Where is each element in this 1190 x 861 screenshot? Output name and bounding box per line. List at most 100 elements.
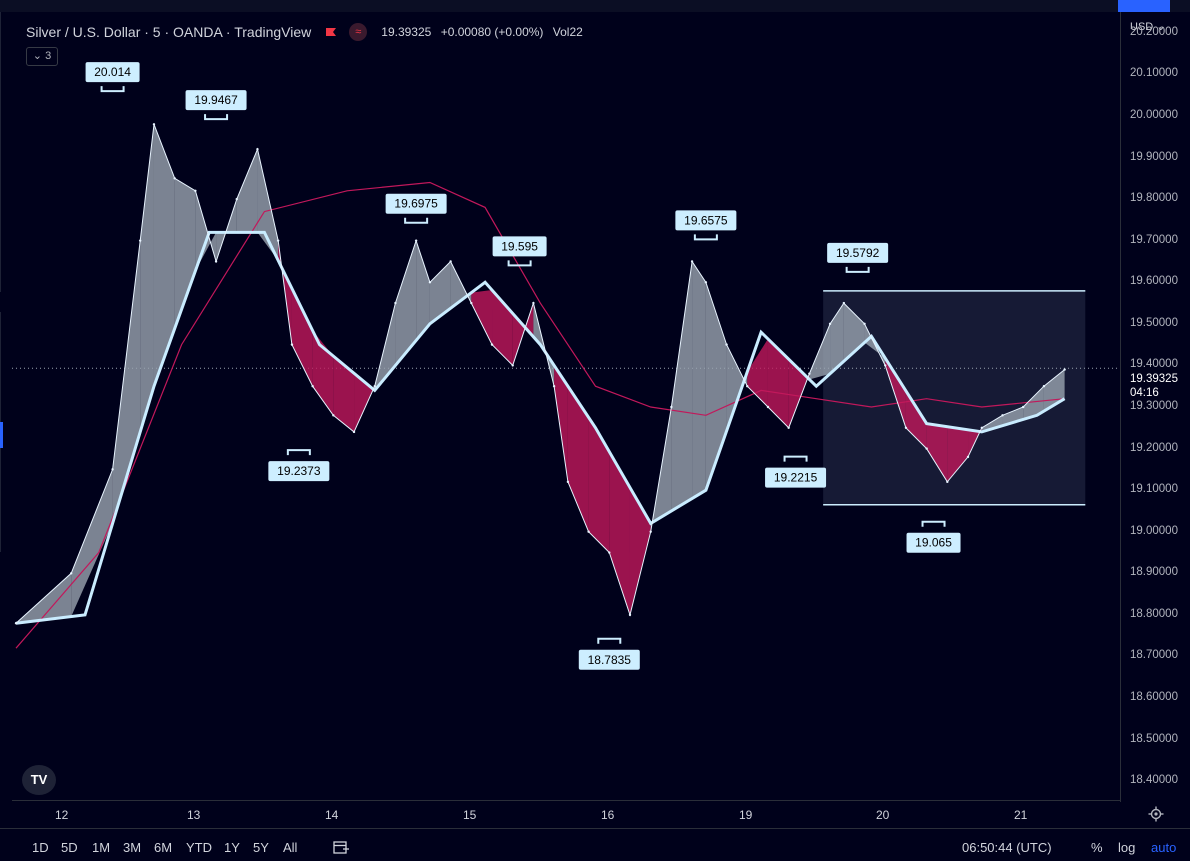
ribbon-segment bbox=[567, 386, 589, 532]
currency-selector[interactable]: USD ⌄ bbox=[1130, 21, 1166, 33]
top-toolbar-strip bbox=[0, 0, 1190, 12]
price-point bbox=[884, 364, 887, 367]
time-axis[interactable] bbox=[12, 800, 1120, 829]
price-point bbox=[111, 468, 114, 471]
pivot-label-box bbox=[578, 649, 640, 670]
pivot-label-box bbox=[906, 532, 961, 553]
slow-moving-average-line bbox=[15, 181, 1065, 649]
ribbon-segment bbox=[554, 365, 568, 482]
timeframe-button[interactable]: 5Y bbox=[253, 840, 269, 855]
timeframe-button[interactable]: 1D bbox=[32, 840, 49, 855]
utc-clock[interactable]: 06:50:44 (UTC) bbox=[962, 840, 1052, 855]
ribbon-segment bbox=[609, 451, 630, 615]
timeframe-button[interactable]: 6M bbox=[154, 840, 173, 855]
percent-toggle[interactable]: % bbox=[1091, 840, 1103, 855]
price-axis-label: 19.50000 bbox=[1130, 316, 1178, 329]
tradingview-logo-icon[interactable]: TV bbox=[22, 765, 56, 795]
price-axis-label: 19.40000 bbox=[1130, 358, 1178, 371]
timeframe-button[interactable]: 1M bbox=[92, 840, 111, 855]
log-toggle[interactable]: log bbox=[1118, 840, 1136, 855]
ribbon-segment bbox=[629, 487, 651, 615]
ribbon-segment bbox=[71, 469, 113, 617]
price-axis-label: 19.10000 bbox=[1130, 483, 1178, 496]
price-point bbox=[152, 123, 156, 126]
symbol-title[interactable]: Silver / U.S. Dollar · 5 · OANDA · Tradi… bbox=[26, 24, 312, 40]
pivot-label-box bbox=[827, 242, 889, 263]
ribbon-segment bbox=[291, 288, 313, 387]
ribbon-segment bbox=[671, 261, 693, 511]
price-axis-label: 18.90000 bbox=[1130, 566, 1178, 579]
wave-indicator-icon[interactable]: ≈ bbox=[349, 23, 368, 41]
price-point bbox=[332, 414, 335, 417]
pivot-bracket bbox=[921, 520, 946, 527]
timeframe-button[interactable]: 3M bbox=[123, 840, 142, 855]
price-point bbox=[1042, 385, 1046, 388]
pivot-label-box bbox=[185, 90, 247, 111]
ribbon-segment bbox=[153, 124, 175, 387]
price-point bbox=[470, 301, 473, 305]
price-point bbox=[863, 322, 866, 326]
timeframe-button[interactable]: 1Y bbox=[224, 840, 240, 855]
ribbon-segment bbox=[312, 330, 334, 416]
ribbon-segment bbox=[195, 190, 217, 271]
price-axis-label: 18.80000 bbox=[1130, 607, 1178, 620]
price-axis-label: 18.50000 bbox=[1130, 732, 1178, 745]
price-point bbox=[373, 385, 376, 388]
price-point bbox=[628, 613, 632, 617]
price-point bbox=[352, 430, 356, 434]
pivot-label-box bbox=[268, 461, 330, 482]
pivot-bracket bbox=[286, 449, 311, 456]
price-point bbox=[566, 480, 570, 484]
price-point bbox=[194, 189, 197, 192]
toolbar-active-indicator[interactable] bbox=[0, 422, 3, 448]
price-axis-label: 19.60000 bbox=[1130, 275, 1178, 288]
calendar-range-icon[interactable] bbox=[333, 840, 350, 855]
pivot-bracket bbox=[204, 114, 229, 121]
price-axis[interactable] bbox=[1120, 12, 1190, 802]
price-point bbox=[649, 530, 652, 533]
ribbon-segment bbox=[726, 344, 748, 431]
currency-label: USD bbox=[1130, 21, 1154, 33]
ribbon-segment bbox=[236, 149, 258, 233]
ribbon-segment bbox=[830, 303, 844, 374]
toolbar-divider bbox=[0, 12, 13, 292]
timeframe-button[interactable]: YTD bbox=[186, 840, 212, 855]
ribbon-segment bbox=[926, 423, 948, 482]
time-axis-label: 13 bbox=[187, 808, 201, 822]
chart-area[interactable]: 20.014 19.9467 19.2373 19.6975 19.595 18.7835… bbox=[12, 12, 1120, 802]
price-point bbox=[214, 260, 218, 263]
pivot-bracket bbox=[597, 637, 622, 644]
time-axis-label: 20 bbox=[876, 808, 890, 822]
price-axis-label: 19.70000 bbox=[1130, 233, 1178, 246]
price-point bbox=[587, 530, 590, 533]
pivot-label-high: 20.014 bbox=[94, 65, 131, 79]
timeframe-button[interactable]: 5D bbox=[61, 840, 78, 855]
price-axis-label: 18.70000 bbox=[1130, 649, 1178, 662]
price-chart-svg[interactable]: 20.014 19.9467 19.2373 19.6975 19.595 18.7835… bbox=[12, 12, 1120, 802]
price-point bbox=[14, 622, 18, 625]
price-point bbox=[704, 281, 708, 284]
price-point bbox=[828, 322, 832, 326]
timeframe-button[interactable]: All bbox=[283, 840, 298, 855]
price-point bbox=[414, 239, 418, 242]
auto-toggle[interactable]: auto bbox=[1151, 840, 1177, 855]
price-axis-label: 19.00000 bbox=[1130, 524, 1178, 537]
price-axis-label: 19.30000 bbox=[1130, 400, 1178, 412]
bar-countdown: 04:16 bbox=[1130, 387, 1159, 399]
price-point bbox=[532, 301, 535, 305]
price-point bbox=[1063, 368, 1066, 371]
price-point bbox=[449, 260, 452, 263]
pivot-label-box bbox=[385, 193, 447, 214]
pivot-label-box bbox=[85, 62, 140, 83]
price-axis-label: 20.20000 bbox=[1130, 25, 1178, 38]
price-point bbox=[138, 239, 142, 242]
top-toolbar-active-button[interactable] bbox=[1118, 0, 1170, 12]
price-axis-label: 19.80000 bbox=[1130, 192, 1178, 205]
pivot-bracket bbox=[507, 260, 532, 267]
indicators-collapse-button[interactable]: ⌄ 3 bbox=[26, 47, 58, 66]
flag-icon[interactable] bbox=[325, 26, 337, 38]
ribbon-segment bbox=[174, 178, 196, 329]
current-price-value: 19.39325 bbox=[1130, 373, 1178, 385]
time-axis-label: 16 bbox=[601, 808, 615, 822]
gear-icon[interactable] bbox=[1148, 806, 1164, 822]
